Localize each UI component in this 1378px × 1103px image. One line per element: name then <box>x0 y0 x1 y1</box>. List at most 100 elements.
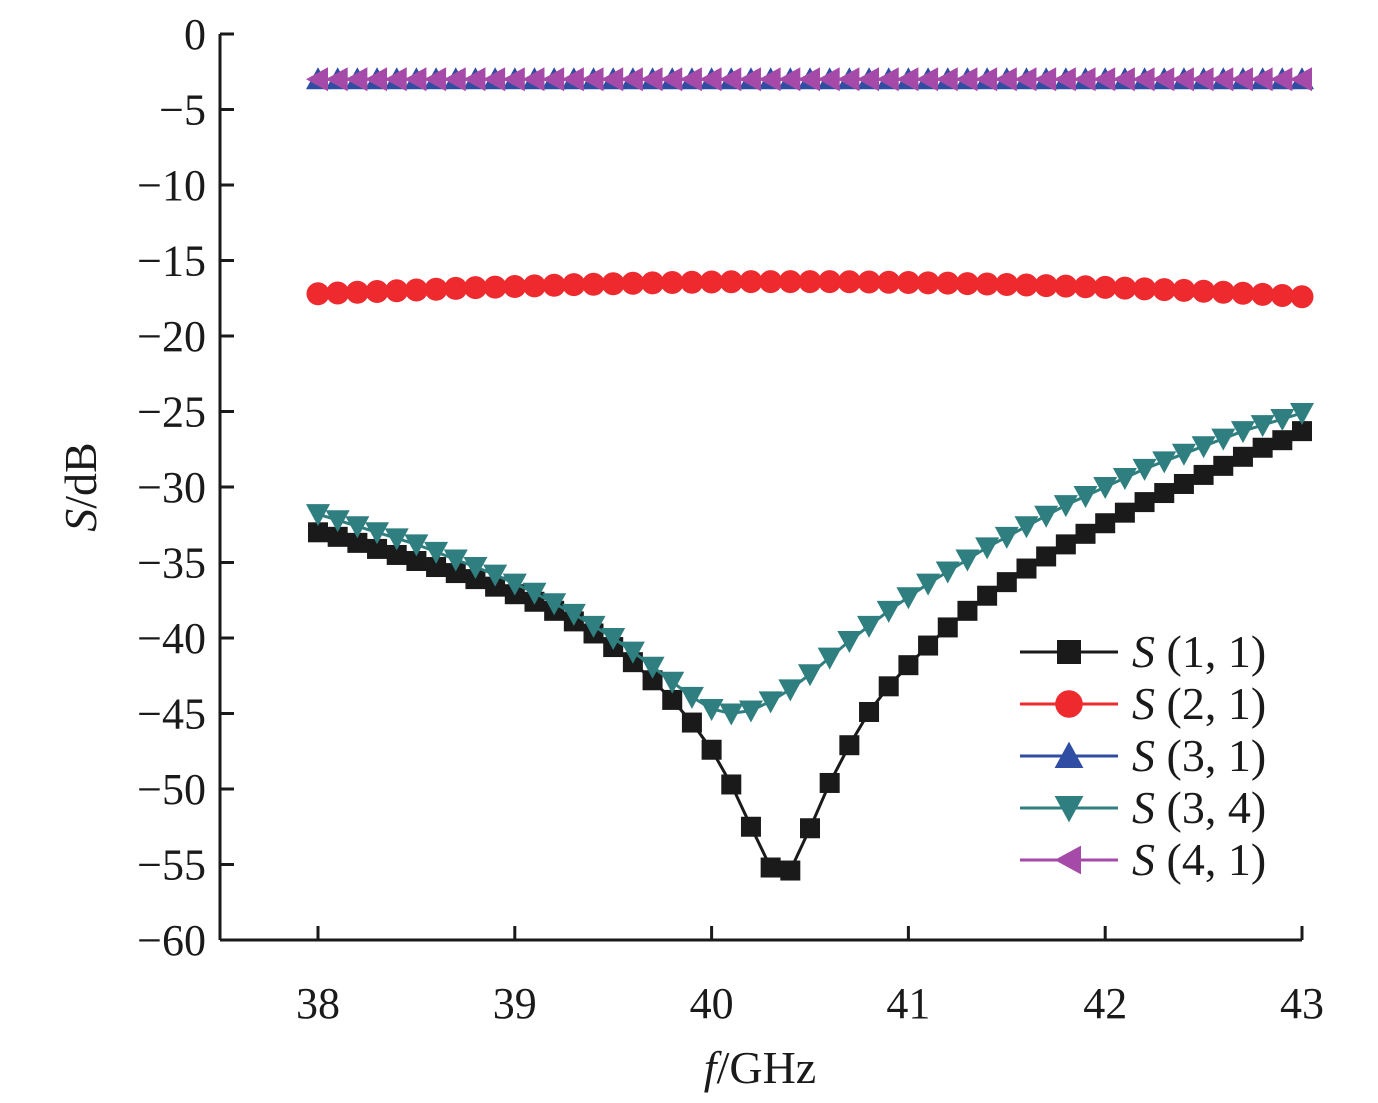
triangle-left-marker <box>1191 67 1214 92</box>
circle-marker <box>1290 285 1314 309</box>
triangle-down-marker <box>1132 458 1157 481</box>
triangle-down-marker <box>601 628 626 650</box>
y-axis-ticks: 0 −5 −10 −15 −20 −25 −30 −35 −40 −45 −50 −55 −60 <box>137 10 234 965</box>
circle-marker <box>955 272 979 296</box>
y-tick-label: −50 <box>137 765 206 814</box>
triangle-down-marker <box>306 504 330 527</box>
triangle-left-marker <box>502 67 525 92</box>
circle-marker <box>306 282 330 306</box>
triangle-left-marker <box>306 67 328 92</box>
triangle-left-marker <box>384 67 407 92</box>
triangle-down-marker <box>384 528 409 551</box>
y-tick-label: −5 <box>159 86 206 135</box>
square-marker <box>1075 523 1096 544</box>
x-axis-title: f/GHz <box>704 1042 816 1093</box>
triangle-up-marker <box>1054 741 1084 768</box>
circle-marker <box>542 273 566 297</box>
square-marker <box>1213 455 1234 476</box>
triangle-down-marker <box>837 631 862 654</box>
triangle-down-marker <box>1112 467 1137 490</box>
circle-marker <box>1192 279 1216 303</box>
square-marker <box>839 735 860 756</box>
triangle-left-marker <box>365 67 388 92</box>
triangle-left-marker <box>817 67 840 92</box>
triangle-left-marker <box>542 67 565 92</box>
circle-marker <box>641 271 665 295</box>
triangle-left-marker <box>561 67 584 92</box>
triangle-left-marker <box>1014 67 1037 92</box>
square-marker <box>681 712 702 733</box>
triangle-down-marker <box>1152 451 1177 474</box>
square-marker <box>819 772 840 793</box>
circle-marker <box>739 270 763 294</box>
square-marker <box>918 635 939 656</box>
circle-marker <box>385 279 409 303</box>
y-tick-label: −55 <box>137 841 206 890</box>
triangle-down-marker <box>679 686 704 709</box>
circle-marker <box>700 270 724 294</box>
triangle-down-marker <box>935 561 960 584</box>
triangle-down-marker <box>1290 403 1314 426</box>
triangle-down-marker <box>561 603 586 626</box>
triangle-down-marker <box>1034 505 1059 528</box>
circle-marker <box>1231 281 1255 305</box>
circle-marker <box>326 281 350 305</box>
square-marker <box>485 576 506 597</box>
square-marker <box>642 670 663 691</box>
triangle-down-marker <box>581 615 606 638</box>
triangle-left-marker <box>837 67 860 92</box>
legend: S (1, 1)S (2, 1)S (3, 1)S (3, 4)S (4, 1) <box>1020 626 1266 885</box>
circle-marker <box>896 271 920 295</box>
circle-marker <box>1054 274 1078 298</box>
triangle-down-marker <box>975 537 1000 560</box>
circle-marker <box>975 272 999 296</box>
square-marker <box>465 569 486 590</box>
triangle-down-marker <box>345 516 370 539</box>
series-4 <box>306 403 1314 726</box>
circle-marker <box>857 270 881 294</box>
triangle-down-marker <box>1250 415 1275 438</box>
triangle-down-marker <box>502 573 527 596</box>
x-tick-label: 42 <box>1083 979 1127 1028</box>
triangle-down-marker <box>994 526 1019 549</box>
triangle-left-marker <box>719 67 742 92</box>
triangle-down-marker <box>483 564 508 587</box>
square-marker <box>1173 473 1194 494</box>
circle-marker <box>1133 277 1157 301</box>
triangle-left-marker <box>738 67 761 92</box>
triangle-down-marker <box>660 671 685 694</box>
triangle-left-marker <box>1171 67 1194 92</box>
triangle-down-marker <box>876 600 901 623</box>
y-tick-label: −15 <box>137 237 206 286</box>
circle-marker <box>503 274 527 298</box>
circle-marker <box>522 274 546 298</box>
triangle-left-marker <box>758 67 781 92</box>
triangle-left-marker <box>1230 67 1253 92</box>
triangle-left-marker <box>896 67 919 92</box>
triangle-left-marker <box>443 67 466 92</box>
x-tick-label: 40 <box>690 979 734 1028</box>
square-marker <box>1036 546 1057 567</box>
triangle-left-marker <box>424 67 447 92</box>
triangle-left-marker <box>1073 67 1096 92</box>
square-marker <box>1193 464 1214 485</box>
triangle-down-marker <box>896 587 921 610</box>
triangle-down-marker <box>620 641 645 664</box>
circle-marker <box>719 270 743 294</box>
circle-marker <box>995 273 1019 297</box>
triangle-down-marker <box>1053 495 1078 518</box>
y-tick-label: −40 <box>137 614 206 663</box>
triangle-left-marker <box>1270 67 1293 92</box>
x-axis-ticks: 38 39 40 41 42 43 <box>296 926 1324 1028</box>
triangle-left-marker <box>955 67 978 92</box>
square-marker <box>937 617 958 638</box>
square-marker <box>367 538 388 559</box>
triangle-left-marker <box>699 67 722 92</box>
triangle-left-marker <box>679 67 702 92</box>
square-marker <box>1292 421 1312 442</box>
y-tick-label: −60 <box>137 916 206 965</box>
circle-marker <box>916 271 940 295</box>
triangle-down-marker <box>424 541 449 564</box>
square-marker <box>1272 430 1293 451</box>
